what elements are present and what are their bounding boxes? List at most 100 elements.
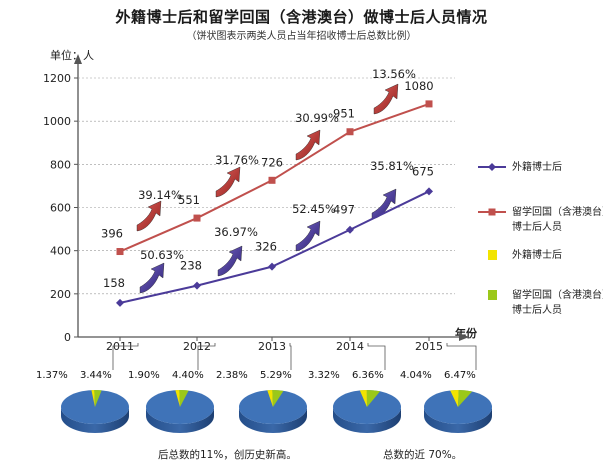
- footer-note-left: 后总数的11%，创历史新高。: [158, 449, 297, 461]
- pie-callout-line: [446, 343, 477, 370]
- growth-label: 52.45%: [292, 202, 336, 216]
- legend-item: 外籍博士后: [474, 160, 603, 175]
- x-tick-label: 2014: [336, 340, 364, 353]
- data-label: 497: [333, 203, 355, 217]
- pie-side: [424, 407, 492, 433]
- pie-chart-2013: [239, 390, 307, 433]
- pie-label-returned: 6.47%: [444, 370, 476, 381]
- data-point-diamond: [116, 298, 124, 307]
- pie-slice-foreign: [91, 390, 95, 407]
- pie-label-foreign: 2.38%: [216, 370, 248, 381]
- x-tick-label: 2015: [415, 340, 443, 353]
- legend-item: 外籍博士后: [474, 248, 603, 263]
- data-point-diamond: [425, 187, 433, 196]
- pie-chart-2011: [61, 389, 129, 433]
- legend-swatch: [478, 208, 506, 216]
- pie-callout-line: [289, 343, 292, 370]
- pie-callout-line: [367, 343, 386, 370]
- legend-item: 留学回国（含港澳台）做博士后人员: [474, 288, 603, 318]
- data-point-square: [425, 100, 433, 108]
- data-label: 551: [178, 193, 200, 207]
- growth-arrow: [371, 188, 397, 220]
- growth-arrow: [136, 200, 162, 232]
- pie-label-foreign: 1.37%: [36, 370, 68, 381]
- pie-slice-returned: [458, 390, 473, 407]
- legend-swatch: [488, 290, 497, 300]
- growth-arrow: [217, 245, 243, 277]
- pie-chart-2014: [333, 390, 401, 433]
- footer-note-right: 总数的近 70%。: [383, 449, 463, 461]
- legend-label: 留学回国（含港澳台）做博士后人员: [512, 207, 603, 233]
- growth-label: 31.76%: [215, 153, 259, 167]
- growth-arrow: [295, 220, 321, 252]
- pie-chart-2015: [424, 390, 492, 433]
- pie-slice-returned: [366, 390, 381, 407]
- data-point-diamond: [346, 225, 354, 234]
- pie-slice-returned: [179, 389, 189, 407]
- pie-label-foreign: 4.04%: [400, 370, 432, 381]
- data-label: 238: [180, 259, 202, 273]
- growth-label: 39.14%: [138, 188, 182, 202]
- pie-slice-returned: [272, 390, 284, 407]
- pie-side: [61, 407, 129, 433]
- chart-subtitle: （饼状图表示两类人员占当年招收博士后总数比例）: [186, 31, 417, 42]
- pie-label-returned: 3.44%: [80, 370, 112, 381]
- pie-label-returned: 6.36%: [352, 370, 384, 381]
- data-label: 951: [333, 107, 355, 121]
- pie-slice-foreign: [175, 390, 180, 407]
- y-tick-label: 1000: [43, 115, 71, 128]
- pie-callout-line: [197, 343, 216, 370]
- legend-label: 外籍博士后: [512, 250, 562, 261]
- y-tick-label: 200: [50, 288, 71, 301]
- growth-label: 50.63%: [140, 248, 184, 262]
- data-point-square: [193, 214, 201, 222]
- data-label: 158: [103, 276, 125, 290]
- y-tick-label: 800: [50, 158, 71, 171]
- y-axis-label: 单位：人: [50, 49, 94, 62]
- pie-label-returned: 5.29%: [260, 370, 292, 381]
- pie-chart-2012: [146, 389, 214, 433]
- pie-slice-returned: [94, 389, 102, 407]
- y-tick-label: 1200: [43, 72, 71, 85]
- data-point-square: [346, 128, 354, 136]
- legend-swatch: [478, 163, 506, 171]
- chart-title: 外籍博士后和留学回国（含港澳台）做博士后人员情况: [115, 8, 488, 26]
- pie-slice-foreign: [359, 390, 367, 407]
- data-label: 1080: [404, 79, 433, 93]
- growth-label: 13.56%: [372, 67, 416, 81]
- pie-label-foreign: 1.90%: [128, 370, 160, 381]
- data-point-diamond: [193, 281, 201, 290]
- pie-label-returned: 4.40%: [172, 370, 204, 381]
- data-label: 675: [412, 164, 434, 178]
- y-tick-label: 600: [50, 202, 71, 215]
- growth-arrow: [295, 129, 321, 161]
- y-axis-arrow: [74, 54, 82, 64]
- x-tick-label: 2013: [258, 340, 286, 353]
- legend-item: 留学回国（含港澳台）做博士后人员: [474, 205, 603, 235]
- pie-callout-line: [112, 343, 139, 370]
- growth-arrow: [215, 166, 241, 198]
- legend-label: 留学回国（含港澳台）做博士后人员: [512, 290, 603, 316]
- pie-side: [333, 407, 401, 433]
- pie-slice-foreign: [267, 390, 273, 407]
- pie-side: [239, 407, 307, 433]
- data-point-square: [268, 176, 276, 184]
- data-label: 396: [101, 227, 123, 241]
- data-point-square: [116, 248, 124, 256]
- growth-label: 36.97%: [214, 225, 258, 239]
- x-tick-label: 2012: [183, 340, 211, 353]
- growth-arrow: [373, 83, 399, 115]
- legend-swatch: [488, 250, 497, 260]
- pie-slice-foreign: [450, 390, 459, 407]
- data-label: 726: [261, 155, 283, 169]
- growth-arrow: [139, 262, 165, 294]
- data-point-diamond: [268, 262, 276, 271]
- growth-label: 30.99%: [295, 111, 339, 125]
- data-label: 326: [255, 240, 277, 254]
- pie-label-foreign: 3.32%: [308, 370, 340, 381]
- x-axis-arrow: [459, 333, 469, 341]
- y-tick-label: 400: [50, 245, 71, 258]
- legend-label: 外籍博士后: [512, 162, 562, 173]
- growth-label: 35.81%: [370, 159, 414, 173]
